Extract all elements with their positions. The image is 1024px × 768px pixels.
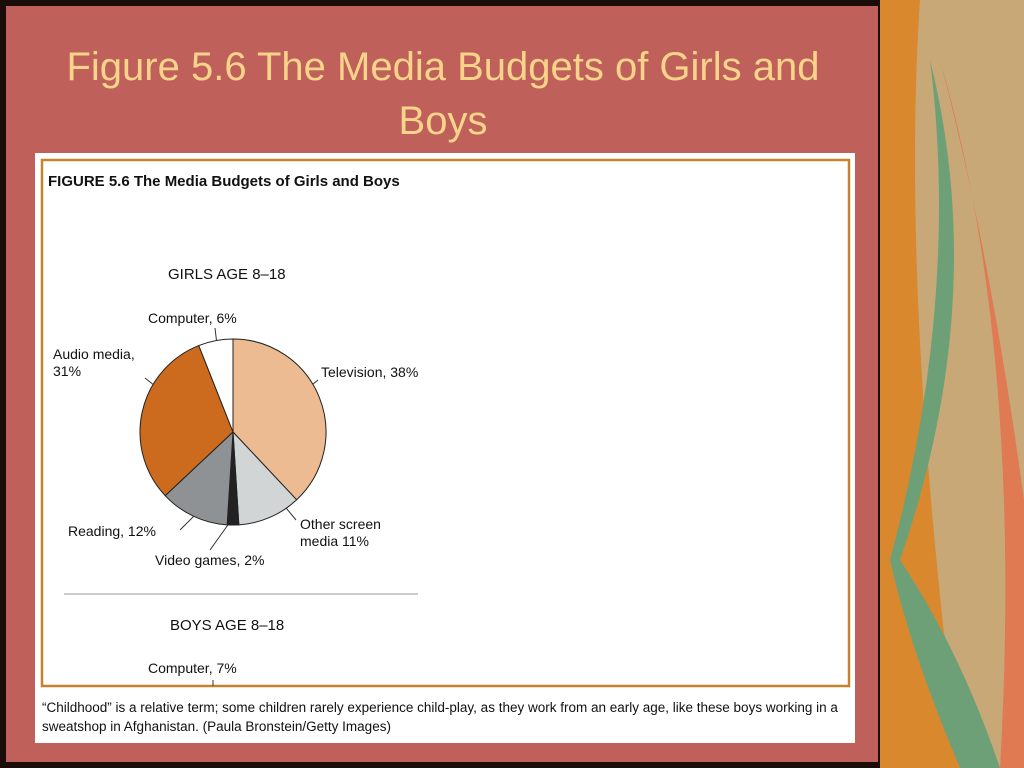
leader-line: [209, 521, 231, 551]
pie-subtitle: GIRLS AGE 8–18: [168, 266, 286, 283]
figure-title: FIGURE 5.6 The Media Budgets of Girls an…: [48, 173, 400, 190]
leader-line: [179, 514, 196, 531]
decor-ribbon: [940, 60, 1024, 768]
slice-label: Audio media, 31%: [53, 346, 135, 379]
decor-ribbon: [890, 60, 1000, 768]
figure-border: [40, 158, 851, 688]
caption: “Childhood” is a relative term; some chi…: [42, 700, 838, 734]
slice-label: Other screen media 11%: [300, 516, 381, 549]
pie: [139, 338, 327, 526]
slice-label: Reading, 12%: [68, 523, 156, 539]
pie-slice: [139, 344, 234, 497]
section-title: BOYS AGE 8–18: [170, 617, 285, 634]
slide-title: Figure 5.6 The Media Budgets of Girls an…: [66, 45, 820, 143]
slice-label: Television, 38%: [321, 364, 419, 380]
pie-slice: [232, 338, 327, 501]
slice-label: Video games, 2%: [155, 552, 265, 568]
pie-slice: [164, 430, 234, 526]
slice-label: Computer, 7%: [148, 660, 237, 676]
pie-slice: [198, 338, 234, 433]
slice-label: Computer, 6%: [148, 310, 237, 326]
